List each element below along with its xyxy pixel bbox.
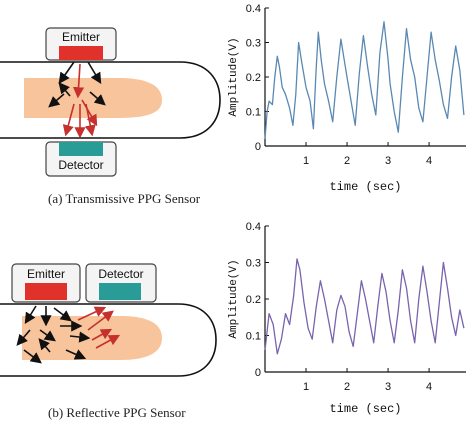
y-tick-label: 0.1 <box>246 107 261 119</box>
arrow-black <box>38 338 51 353</box>
arrow-black <box>58 61 75 84</box>
y-tick-label: 0 <box>255 367 261 379</box>
arrow-black <box>48 93 65 108</box>
y-tick-label: 0.2 <box>246 72 261 84</box>
reflective-figure: Emitter Detector (b) Reflective PPG Sens… <box>0 221 466 420</box>
x-tick-label: 3 <box>385 381 391 393</box>
reflective-panel: Emitter Detector (b) Reflective PPG Sens… <box>0 212 474 424</box>
arrow-red <box>62 103 75 137</box>
arrow-black <box>16 329 31 346</box>
x-tick-label: 2 <box>344 381 350 393</box>
x-tick-label: 2 <box>344 155 350 167</box>
amplitude-chart: 0 0.1 0.2 0.3 0.4 1 2 3 4 time (sec) Amplitude(V) <box>228 221 466 416</box>
x-tick-label: 4 <box>426 381 432 393</box>
finger-outline <box>0 303 217 377</box>
x-tick-label: 1 <box>303 155 309 167</box>
amplitude-chart: 0 0.1 0.2 0.3 0.4 1 2 3 4 time (sec) Amplitude(V) <box>228 3 466 194</box>
x-tick-label: 1 <box>303 381 309 393</box>
x-axis-label: time (sec) <box>329 180 401 194</box>
tissue-region <box>24 78 162 118</box>
emitter-label: Emitter <box>27 267 65 281</box>
y-axis-label: Amplitude(V) <box>228 37 240 116</box>
arrow-red <box>77 306 107 321</box>
caption: (b) Reflective PPG Sensor <box>48 405 186 420</box>
arrow-red <box>87 310 114 331</box>
tissue-region <box>22 316 162 360</box>
y-tick-label: 0.2 <box>246 294 261 306</box>
x-tick-label: 3 <box>385 155 391 167</box>
arrow-red <box>95 334 121 349</box>
transmissive-figure: Emitter Detector (a) Transmissive PPG Se… <box>0 3 466 206</box>
y-tick-label: 0.4 <box>246 3 261 15</box>
y-axis-label: Amplitude(V) <box>228 259 240 338</box>
detector-label: Detector <box>58 158 103 172</box>
detector-sensor <box>59 142 103 156</box>
arrow-red <box>81 99 98 127</box>
caption: (a) Transmissive PPG Sensor <box>48 191 201 206</box>
signal-line <box>264 258 465 355</box>
arrow-red <box>91 328 113 341</box>
arrow-black <box>39 329 56 342</box>
x-axis-label: time (sec) <box>329 402 401 416</box>
light-paths <box>48 61 106 139</box>
arrow-black <box>87 61 102 85</box>
signal-line <box>264 21 465 140</box>
emitter-led <box>59 46 103 60</box>
y-tick-label: 0.1 <box>246 331 261 343</box>
y-tick-label: 0.3 <box>246 258 261 270</box>
emitter-label: Emitter <box>62 30 100 44</box>
arrow-black <box>65 349 87 360</box>
finger-outline <box>0 61 221 139</box>
arrow-black <box>53 307 72 322</box>
arrow-black <box>24 305 37 325</box>
arrow-black <box>89 91 106 106</box>
arrow-black <box>23 349 42 364</box>
y-tick-label: 0 <box>255 141 261 153</box>
y-tick-label: 0.3 <box>246 38 261 50</box>
detector-sensor <box>99 283 141 300</box>
arrow-red <box>72 63 85 99</box>
arrow-black <box>69 331 91 343</box>
transmissive-panel: Emitter Detector (a) Transmissive PPG Se… <box>0 0 474 212</box>
emitter-led <box>25 283 67 300</box>
detector-label: Detector <box>98 267 143 281</box>
y-tick-label: 0.4 <box>246 221 261 233</box>
x-tick-label: 4 <box>426 155 432 167</box>
arrow-black <box>58 82 71 97</box>
light-paths <box>16 305 121 364</box>
